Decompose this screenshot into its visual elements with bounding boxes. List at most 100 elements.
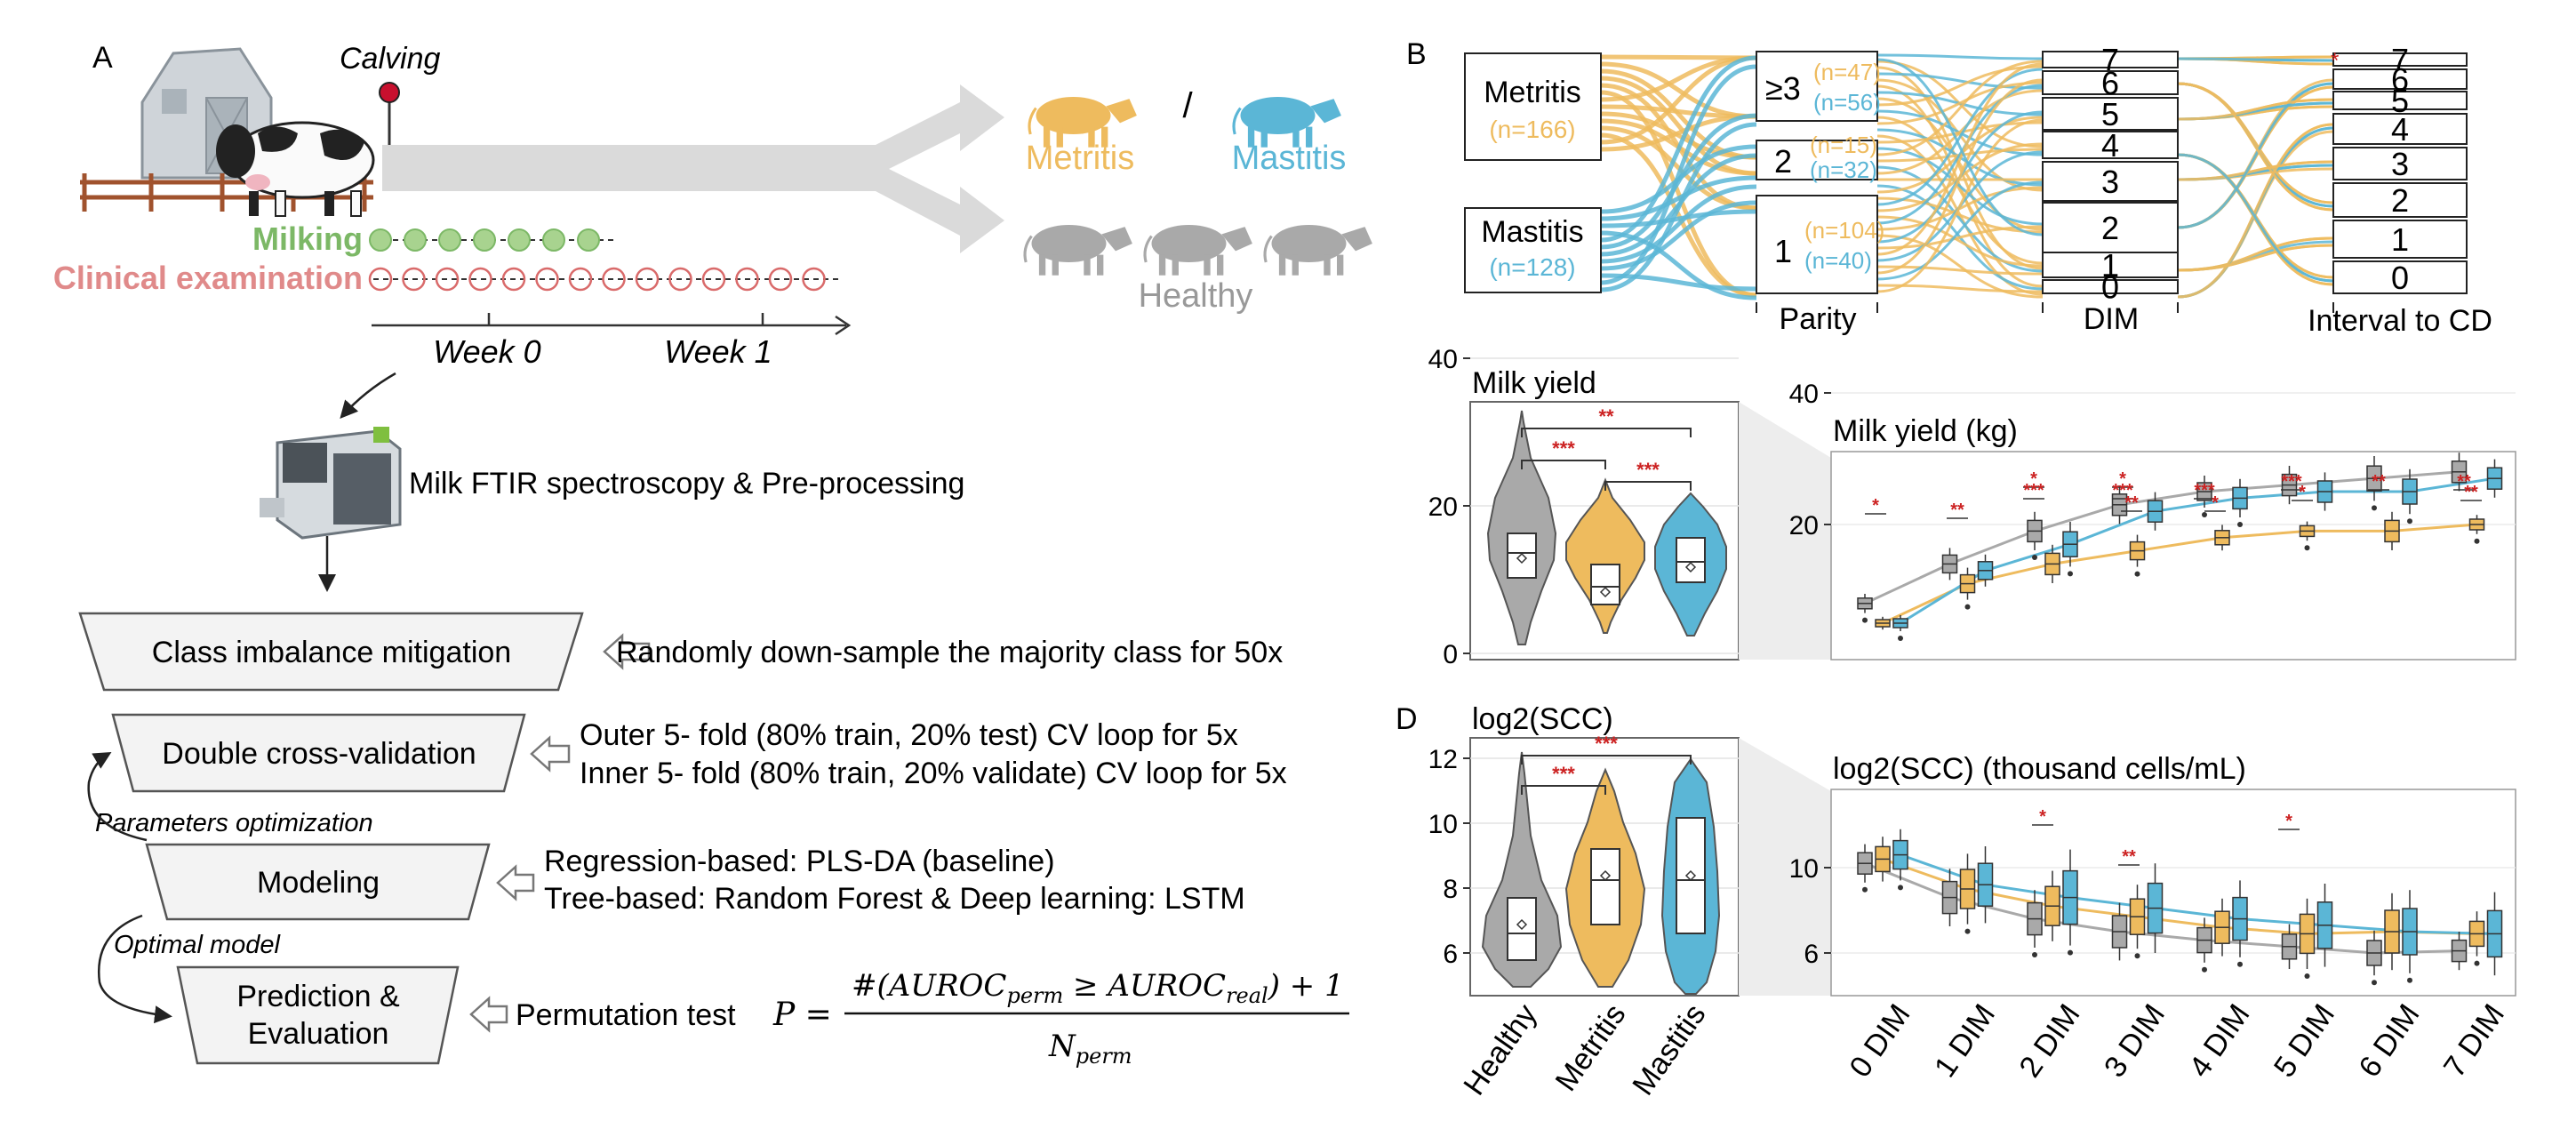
week1-label: Week 1 bbox=[664, 333, 772, 370]
cow-leg bbox=[1052, 254, 1059, 276]
clinical-dot bbox=[768, 267, 793, 292]
sig-stars: ** bbox=[1598, 405, 1614, 428]
cow-leg bbox=[1247, 126, 1255, 148]
sig-stars: *** bbox=[1552, 437, 1575, 460]
healthy-cow-icon bbox=[1143, 225, 1252, 276]
violin-mean bbox=[1684, 869, 1697, 882]
sankey-interval-node bbox=[2332, 182, 2468, 218]
split-arrow bbox=[382, 84, 1004, 253]
cow-body bbox=[1271, 225, 1347, 262]
sankey-dim-node bbox=[2042, 202, 2179, 253]
sankey-interval-label: 6 bbox=[2391, 61, 2409, 98]
parity-label: 1 bbox=[1774, 233, 1792, 269]
box-outlier bbox=[2032, 952, 2037, 957]
step3-label: Modeling bbox=[257, 866, 380, 900]
step2-box bbox=[111, 713, 526, 793]
sankey-star: * bbox=[2331, 49, 2339, 73]
dim-axis-label: 0 DIM bbox=[1843, 998, 1916, 1084]
healthy-cow-icon bbox=[1023, 225, 1132, 276]
step1-label: Class imbalance mitigation bbox=[152, 636, 511, 669]
cow-tail bbox=[1263, 235, 1273, 263]
step3-box bbox=[145, 843, 491, 921]
box-outlier bbox=[1964, 928, 1971, 934]
box-outlier bbox=[2304, 545, 2310, 551]
box-sig-star: *** bbox=[2023, 481, 2044, 500]
cow-leg bbox=[1278, 254, 1286, 276]
zoom-connector-scc bbox=[1739, 738, 1831, 996]
cow-head bbox=[1101, 227, 1132, 252]
parity-label: 2 bbox=[1774, 143, 1792, 180]
sankey-flow bbox=[2177, 160, 2334, 181]
sankey-axis-dim: DIM bbox=[2084, 302, 2139, 336]
box-sig-star: ** bbox=[2464, 483, 2478, 502]
violin-tick-label: 20 bbox=[1428, 492, 1458, 522]
milking-dots bbox=[369, 228, 600, 252]
milking-dot bbox=[369, 228, 392, 252]
box-sig-star: ** bbox=[1950, 500, 1964, 520]
cow-body bbox=[1151, 225, 1227, 262]
milking-dot bbox=[508, 228, 531, 252]
week0-label: Week 0 bbox=[433, 333, 540, 370]
box-outlier bbox=[1862, 886, 1868, 893]
violin-scc-title: log2(SCC) bbox=[1472, 702, 1613, 736]
step3-desc1: Regression-based: PLS-DA (baseline) bbox=[544, 845, 1055, 878]
calving-pin-icon bbox=[379, 82, 400, 103]
sankey-parity-node bbox=[1756, 51, 1878, 122]
optimal-model-label: Optimal model bbox=[114, 931, 282, 959]
sankey-flow bbox=[1876, 116, 2044, 265]
cow-leg bbox=[1043, 126, 1051, 148]
sankey-mastitis-label: Mastitis bbox=[1481, 215, 1583, 249]
sankey-flow bbox=[1600, 55, 1757, 243]
parity-n-mastitis: (n=40) bbox=[1804, 247, 1872, 274]
cow-leg bbox=[1101, 126, 1108, 148]
ftir-machine-icon bbox=[260, 427, 402, 540]
box-tick-label: 40 bbox=[1789, 380, 1819, 409]
cow-leg bbox=[1038, 254, 1046, 276]
dim-axis-label: 4 DIM bbox=[2182, 998, 2256, 1084]
panel-b-letter: B bbox=[1406, 37, 1427, 71]
sig-bracket bbox=[1604, 481, 1692, 491]
box-outlier bbox=[2134, 953, 2140, 959]
milking-dot bbox=[542, 228, 565, 252]
sig-bracket bbox=[1521, 428, 1692, 437]
box-sig-star: * bbox=[2299, 483, 2306, 502]
formula-denominator: Nperm bbox=[1048, 1029, 1132, 1069]
cow-leg bbox=[1324, 254, 1331, 276]
sankey-flow bbox=[1600, 200, 1757, 271]
sankey-flow bbox=[2177, 57, 2334, 62]
sankey-interval-node bbox=[2332, 113, 2468, 145]
calving-label: Calving bbox=[340, 42, 440, 76]
formula-lhs: P = bbox=[772, 997, 832, 1033]
sankey-flow bbox=[1876, 265, 2044, 276]
sankey-flow bbox=[1876, 147, 2044, 226]
violin-tick-label: 0 bbox=[1443, 640, 1458, 669]
sankey-flow bbox=[1876, 53, 2044, 60]
sankey-flow bbox=[1876, 215, 2044, 268]
dim-axis-label: 1 DIM bbox=[1928, 998, 2002, 1084]
sankey-flow bbox=[2177, 82, 2334, 229]
dim-axis-label: 5 DIM bbox=[2268, 998, 2341, 1084]
sankey-flow bbox=[1600, 184, 1757, 264]
milking-dot bbox=[438, 228, 461, 252]
parity-label: ≥3 bbox=[1765, 70, 1801, 107]
svg-text:Nperm: Nperm bbox=[1048, 1029, 1132, 1069]
sig-bracket bbox=[1521, 785, 1606, 795]
cow-tail bbox=[1028, 107, 1037, 135]
sankey-flow bbox=[1876, 81, 2044, 125]
violin-mean bbox=[1684, 561, 1697, 573]
sankey-flow bbox=[1876, 180, 2044, 281]
sankey-dim-label: 5 bbox=[2101, 96, 2119, 132]
step4-box bbox=[176, 965, 460, 1065]
slash-separator: / bbox=[1182, 86, 1193, 125]
clinical-dot bbox=[602, 267, 626, 292]
sankey-flow bbox=[1600, 111, 1757, 160]
violin-tick-label: 40 bbox=[1428, 345, 1458, 374]
sankey-dim-label: 4 bbox=[2101, 127, 2119, 164]
box-outlier bbox=[2068, 949, 2073, 956]
box-sig-star: * bbox=[2030, 469, 2037, 489]
sankey-flow bbox=[2177, 164, 2334, 181]
sankey-dim-node bbox=[2042, 161, 2179, 202]
sankey-dim-node bbox=[2042, 97, 2179, 131]
